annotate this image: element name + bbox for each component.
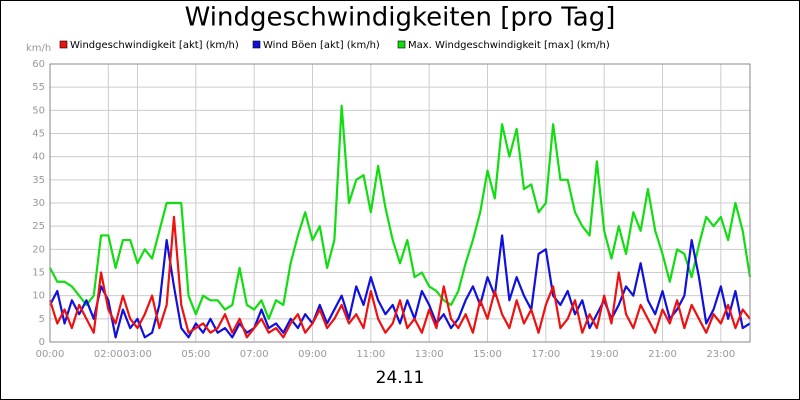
y-tick-label: 20 [32, 244, 45, 255]
y-tick-label: 35 [32, 175, 45, 186]
legend-swatch [59, 40, 68, 49]
plot-border [49, 63, 751, 343]
x-tick-label: 02:00 [94, 349, 123, 360]
y-unit: km/h [26, 43, 51, 54]
lines [48, 104, 752, 339]
legend-swatch [252, 40, 261, 49]
legend-label: Max. Windgeschwindigkeit [max] (km/h) [408, 40, 610, 51]
y-tick-label: 25 [32, 221, 45, 232]
x-tick-label: 09:00 [298, 349, 327, 360]
y-tick-label: 15 [32, 268, 45, 279]
series-line [48, 215, 751, 339]
y-tick-label: 40 [32, 152, 45, 163]
x-tick-label: 07:00 [240, 349, 269, 360]
legend-label: Wind Böen [akt] (km/h) [263, 40, 380, 51]
series-line [49, 104, 752, 320]
x-tick-label: 23:00 [706, 349, 735, 360]
chart-title: Windgeschwindigkeiten [pro Tag] [185, 3, 616, 33]
y-tick-label: 5 [39, 314, 45, 325]
y-tick-label: 60 [32, 59, 45, 70]
series-line [49, 234, 751, 339]
legend-label: Windgeschwindigkeit [akt] (km/h) [70, 40, 239, 51]
x-tick-label: 13:00 [415, 349, 444, 360]
y-tick-label: 30 [32, 198, 45, 209]
legend-swatch [397, 40, 406, 49]
x-tick-label: 05:00 [181, 349, 210, 360]
y-tick-label: 0 [39, 337, 45, 348]
legend: Windgeschwindigkeit [akt] (km/h) Wind Böe… [59, 40, 610, 51]
y-tick-label: 10 [32, 291, 45, 302]
x-tick-label: 15:00 [473, 349, 502, 360]
y-tick-label: 45 [32, 129, 45, 140]
x-label: 24.11 [376, 368, 425, 388]
x-tick-label: 21:00 [648, 349, 677, 360]
x-tick-label: 00:00 [36, 349, 65, 360]
x-tick-label: 11:00 [356, 349, 385, 360]
x-tick-label: 19:00 [590, 349, 619, 360]
y-tick-label: 50 [32, 105, 45, 116]
y-tick-label: 55 [32, 82, 45, 93]
x-tick-label: 17:00 [531, 349, 560, 360]
x-tick-label: 03:00 [123, 349, 152, 360]
